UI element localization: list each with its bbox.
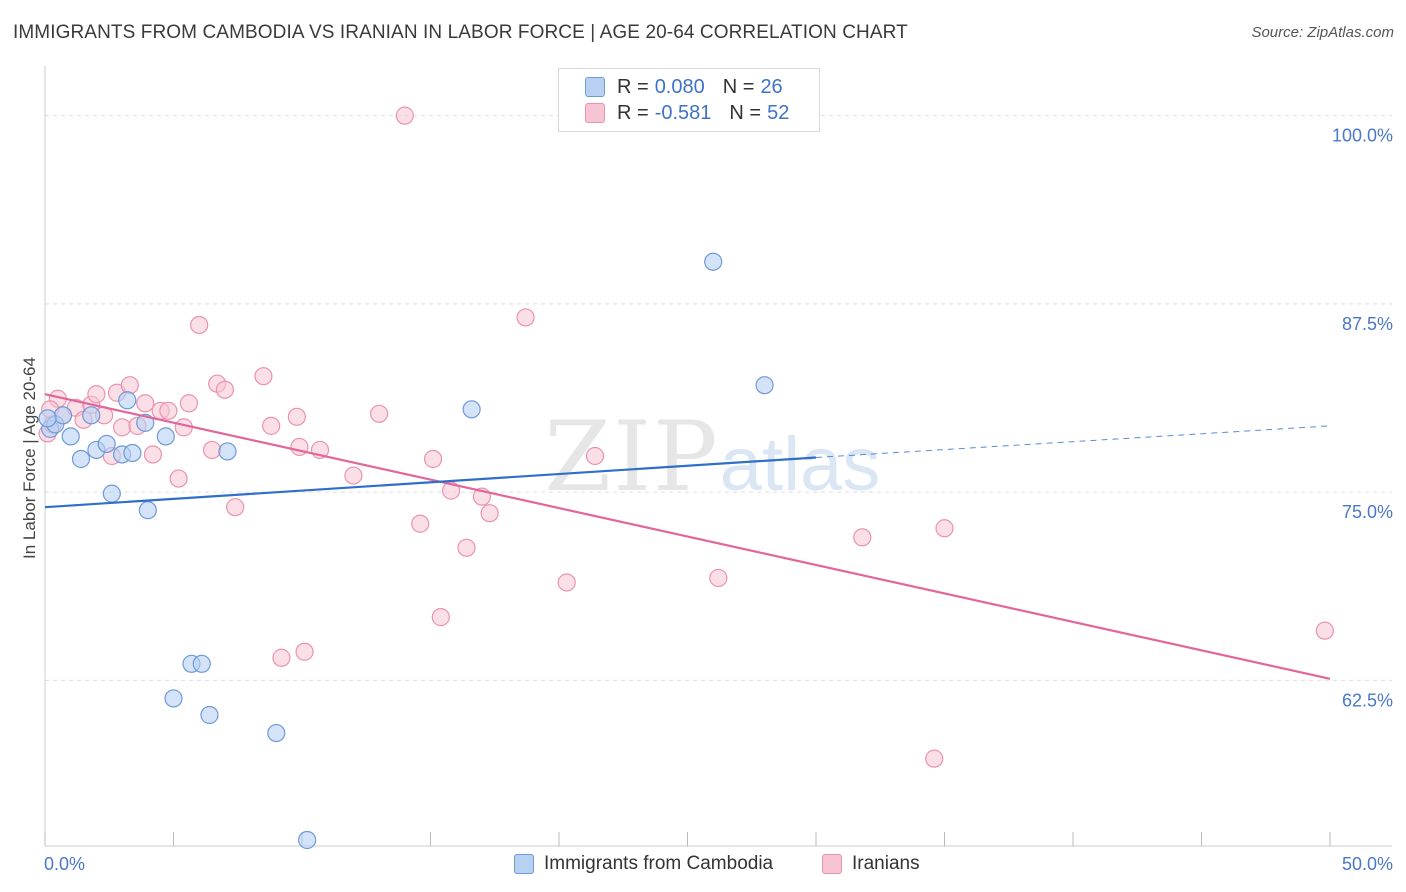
data-point-iranians [136, 394, 155, 413]
data-point-cambodia [755, 376, 774, 395]
n-label: N = [722, 75, 755, 98]
data-point-iranians [143, 445, 163, 464]
n-value-iranians: 52 [767, 101, 790, 124]
chart-title: IMMIGRANTS FROM CAMBODIA VS IRANIAN IN L… [13, 22, 908, 43]
correlation-legend: R = 0.080 N = 26 R = -0.581 N = 52 [558, 68, 820, 132]
series-cambodia-points [38, 252, 774, 850]
data-point-iranians [441, 481, 461, 500]
data-point-iranians [179, 394, 199, 413]
data-point-iranians [411, 514, 430, 533]
data-point-iranians [120, 376, 139, 395]
x-tick-labels: 0.0% 50.0% [44, 854, 1393, 874]
y-tick-label: 62.5% [1342, 690, 1393, 710]
bottom-legend-label-iranians: Iranians [852, 853, 920, 874]
data-point-iranians [585, 446, 605, 466]
data-point-cambodia [218, 442, 237, 461]
data-point-iranians [709, 568, 728, 588]
r-value-cambodia: 0.080 [654, 75, 705, 98]
data-point-cambodia [82, 406, 101, 425]
y-tick-label: 75.0% [1342, 502, 1393, 522]
data-point-cambodia [156, 427, 175, 446]
data-point-cambodia [123, 443, 142, 463]
data-point-iranians [226, 498, 245, 517]
data-point-iranians [1315, 621, 1334, 640]
legend-row-cambodia: R = 0.080 N = 26 [585, 74, 783, 100]
n-label: N = [729, 101, 762, 124]
data-point-cambodia [53, 406, 73, 425]
data-point-iranians [557, 573, 576, 592]
data-point-iranians [190, 315, 209, 335]
watermark: ZIP atlas [544, 401, 880, 513]
r-value-iranians: -0.581 [654, 101, 712, 124]
bottom-legend-swatch-iranians [822, 854, 842, 874]
data-point-cambodia [136, 413, 155, 432]
r-label: R = [617, 101, 649, 124]
data-point-iranians [457, 538, 476, 557]
data-point-iranians [516, 308, 535, 327]
data-point-cambodia [164, 689, 183, 708]
source-credit: Source: ZipAtlas.com [1251, 24, 1394, 41]
watermark-atlas: atlas [720, 422, 881, 507]
data-point-iranians [480, 504, 499, 523]
trend-line-cambodia [44, 456, 817, 509]
data-point-iranians [254, 367, 273, 386]
bottom-legend-iranians: Iranians [822, 852, 920, 876]
data-point-iranians [215, 380, 234, 399]
data-point-iranians [272, 648, 291, 667]
data-point-iranians [159, 401, 178, 420]
data-point-iranians [202, 440, 222, 460]
data-point-iranians [295, 642, 314, 661]
data-point-cambodia [192, 654, 211, 673]
watermark-zip: ZIP [544, 401, 719, 513]
data-point-cambodia [462, 400, 481, 419]
data-point-iranians [431, 608, 450, 627]
trend-line-cambodia-extension [815, 425, 1331, 458]
data-point-cambodia [102, 484, 121, 503]
data-point-cambodia [704, 252, 723, 271]
data-point-cambodia [298, 830, 317, 850]
data-point-iranians [87, 385, 106, 404]
bottom-legend-swatch-cambodia [514, 854, 534, 874]
data-point-iranians [370, 404, 389, 423]
y-tick-label: 100.0% [1332, 126, 1393, 146]
x-tick-label: 50.0% [1342, 854, 1393, 874]
data-point-cambodia [38, 409, 57, 428]
legend-row-iranians: R = -0.581 N = 52 [585, 100, 789, 126]
data-point-iranians [287, 407, 306, 426]
trend-lines [44, 393, 1331, 680]
data-point-cambodia [61, 427, 80, 446]
y-tick-label: 87.5% [1342, 314, 1393, 334]
gridlines [45, 115, 1392, 681]
n-value-cambodia: 26 [760, 75, 783, 98]
legend-swatch-cambodia [585, 77, 605, 97]
data-point-iranians [935, 519, 954, 538]
trend-line-iranians [44, 393, 1331, 680]
data-point-cambodia [97, 434, 116, 454]
data-point-iranians [925, 749, 944, 768]
bottom-legend-cambodia: Immigrants from Cambodia [514, 852, 773, 876]
data-point-cambodia [200, 705, 219, 725]
bottom-legend-label-cambodia: Immigrants from Cambodia [544, 853, 774, 874]
data-point-iranians [262, 416, 281, 435]
data-point-cambodia [71, 449, 91, 469]
data-point-iranians [853, 528, 872, 547]
y-tick-labels: 100.0% 87.5% 75.0% 62.5% [1332, 126, 1393, 711]
data-point-cambodia [118, 391, 137, 410]
data-point-cambodia [138, 501, 157, 520]
data-point-iranians [423, 449, 443, 469]
data-point-iranians [169, 469, 188, 488]
r-label: R = [617, 75, 649, 98]
x-tick-label: 0.0% [44, 854, 85, 874]
data-point-cambodia [267, 723, 286, 743]
legend-swatch-iranians [585, 103, 605, 123]
data-point-iranians [344, 466, 363, 485]
series-iranians-points [38, 106, 1334, 768]
data-point-iranians [395, 106, 414, 125]
data-point-iranians [112, 418, 132, 437]
